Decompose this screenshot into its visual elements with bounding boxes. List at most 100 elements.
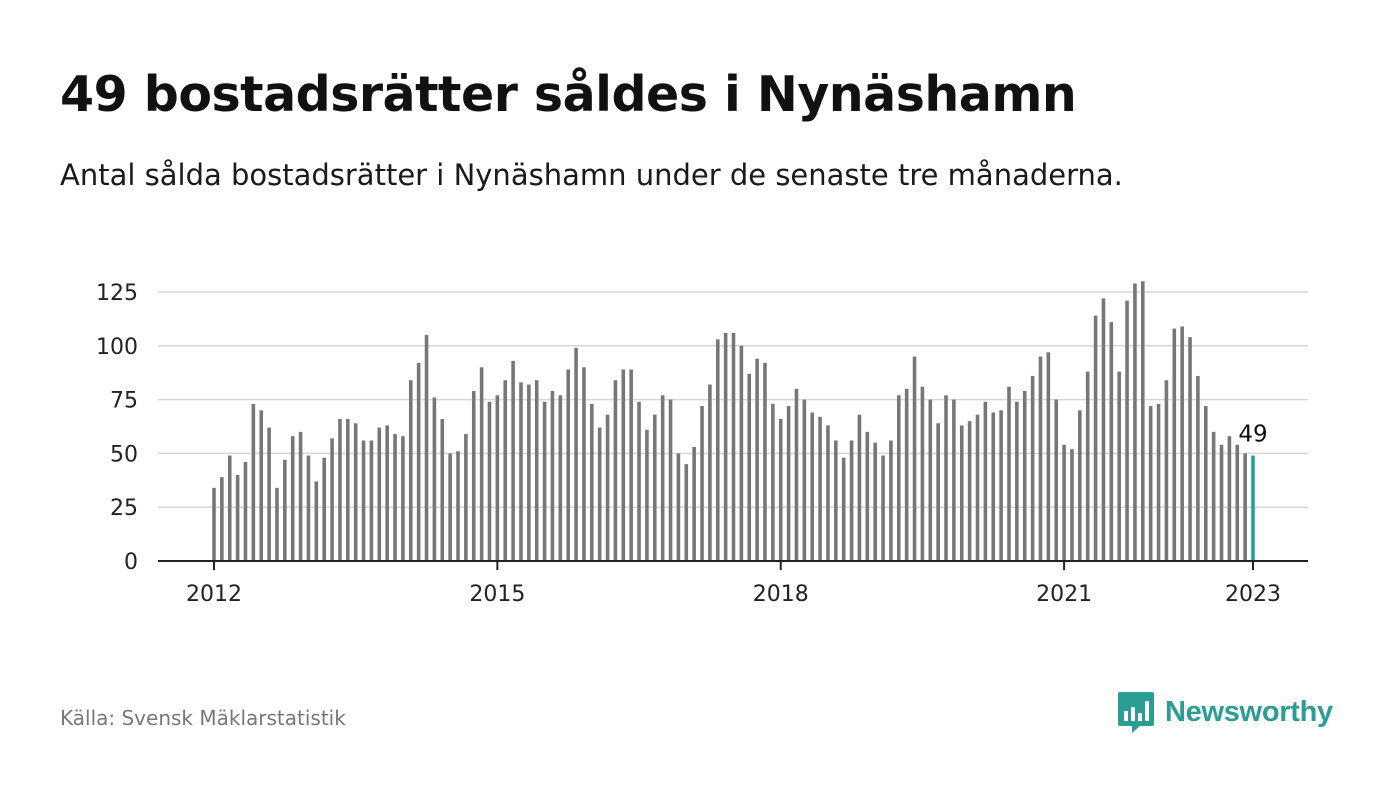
bar — [959, 425, 964, 561]
x-axis-ticks: 2012 2015 2018 2021 2023 — [186, 561, 1281, 607]
bar — [920, 386, 925, 561]
bar — [1156, 403, 1161, 561]
bar — [283, 459, 287, 561]
bar — [1235, 444, 1240, 561]
bar — [849, 440, 854, 561]
bar — [1070, 449, 1074, 561]
bar — [1219, 444, 1224, 561]
bar — [873, 442, 877, 561]
page-title: 49 bostadsrätter såldes i Nynäshamn — [60, 66, 1077, 123]
bar — [723, 332, 728, 561]
bar — [1101, 298, 1106, 561]
bar — [605, 414, 610, 561]
bar — [330, 438, 334, 561]
bar — [983, 401, 988, 561]
bar — [715, 339, 720, 561]
page-subtitle: Antal sålda bostadsrätter i Nynäshamn un… — [60, 158, 1123, 192]
bar — [1180, 326, 1184, 561]
bar — [1141, 281, 1145, 561]
bar — [1038, 356, 1043, 561]
bar — [220, 477, 224, 561]
bar — [590, 403, 594, 561]
bar — [503, 380, 508, 561]
bar — [1085, 371, 1090, 561]
bar — [802, 399, 807, 561]
bar — [1046, 352, 1051, 561]
bar — [708, 384, 712, 561]
bar — [495, 395, 500, 561]
bar — [235, 474, 240, 561]
bar — [1188, 337, 1192, 561]
bar — [778, 418, 783, 561]
bar — [810, 412, 815, 561]
bar — [1054, 399, 1059, 561]
bar — [1062, 444, 1066, 561]
bar — [700, 406, 704, 561]
bar — [1093, 315, 1098, 561]
bar — [841, 457, 846, 561]
bar — [597, 427, 602, 561]
bar — [361, 440, 366, 561]
bar — [306, 455, 311, 561]
bar — [857, 414, 862, 561]
bar — [755, 358, 759, 561]
bar — [936, 423, 940, 561]
bar — [928, 399, 933, 561]
source-note: Källa: Svensk Mäklarstatistik — [60, 706, 346, 730]
bar — [550, 390, 555, 561]
bar — [660, 395, 665, 561]
bar — [424, 335, 429, 561]
bar — [401, 436, 405, 561]
bar — [1172, 328, 1177, 561]
bar — [786, 406, 791, 561]
bar — [1164, 380, 1169, 561]
bar — [1203, 406, 1208, 561]
bar — [1022, 390, 1027, 561]
bar — [385, 425, 389, 561]
bar — [314, 481, 319, 561]
bar — [558, 395, 563, 561]
bar — [259, 410, 264, 561]
bar — [393, 434, 397, 561]
bar-chart-speech-icon — [1118, 692, 1154, 733]
bar — [574, 347, 578, 561]
bar — [408, 380, 413, 561]
bar — [1196, 375, 1200, 561]
bar — [826, 425, 830, 561]
y-axis-ticks: 0 25 50 75 100 125 — [96, 281, 138, 575]
bar — [692, 446, 696, 561]
bar — [1015, 401, 1019, 561]
bar-highlight — [1251, 455, 1255, 561]
brand-logo: Newsworthy — [1117, 690, 1333, 734]
brand-name: Newsworthy — [1165, 695, 1333, 728]
bar — [975, 414, 980, 561]
bars — [212, 281, 1255, 561]
bar — [637, 401, 641, 561]
bar — [731, 332, 736, 561]
bar — [991, 412, 996, 561]
bar — [542, 401, 547, 561]
bar — [1117, 371, 1121, 561]
bar — [471, 390, 476, 561]
bar — [519, 382, 523, 561]
bar — [912, 356, 917, 561]
bar — [1133, 283, 1137, 561]
bar — [645, 429, 649, 561]
bar — [676, 453, 681, 561]
bar — [416, 363, 421, 561]
bar — [511, 360, 515, 561]
bar — [794, 388, 799, 561]
y-tick-label: 50 — [110, 442, 138, 467]
bar — [952, 399, 956, 561]
bar — [432, 397, 437, 561]
bar — [1078, 410, 1082, 561]
x-tick-label: 2021 — [1036, 582, 1092, 607]
bar — [668, 399, 673, 561]
bar — [346, 418, 350, 561]
bar-chart: 0 25 50 75 100 125 2012 2015 2018 2021 2023 49 — [96, 281, 1308, 607]
bar — [566, 369, 570, 561]
bar — [834, 440, 838, 561]
bar — [534, 380, 539, 561]
bar — [1243, 453, 1247, 561]
y-tick-label: 0 — [124, 550, 138, 575]
